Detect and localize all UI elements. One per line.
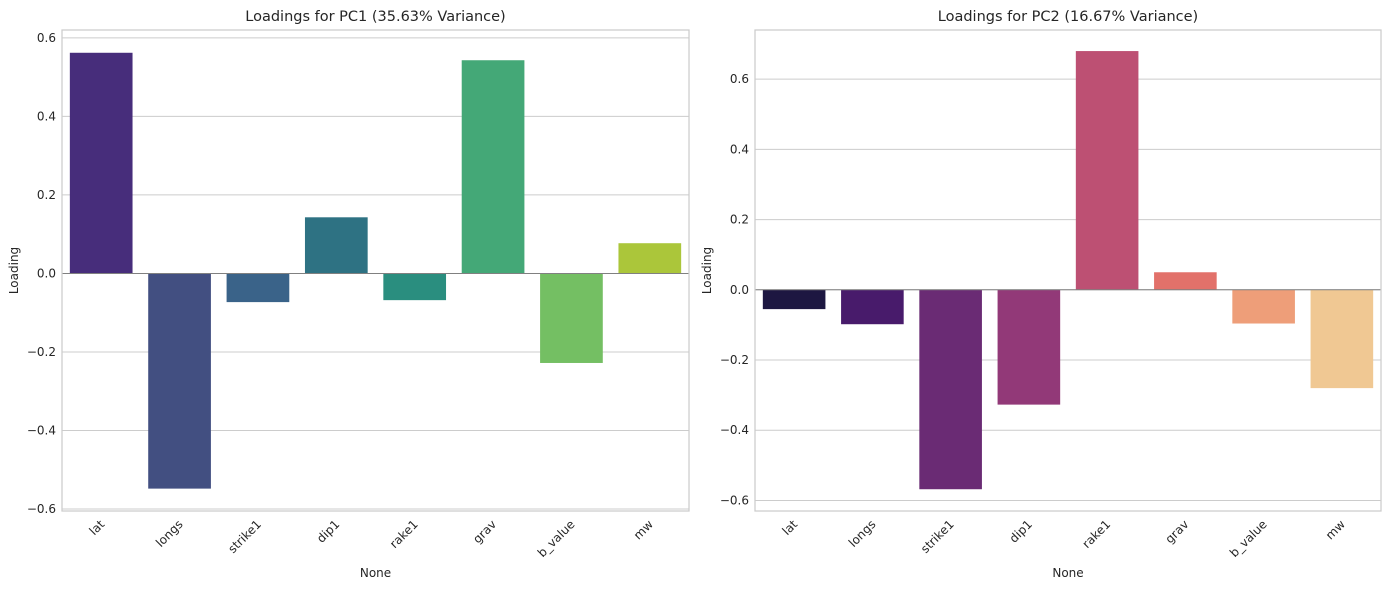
bar-lat: [762, 289, 826, 310]
y-tick-label: −0.6: [27, 502, 56, 516]
y-tick-label: 0.4: [730, 142, 749, 156]
bar-strike1: [226, 273, 290, 303]
pc1-loadings-chart: −0.6 −0.4 −0.2 0.0 0.2 0.4 0.6 lat longs strike1 d…: [7, 9, 690, 580]
x-tick-label: mw: [631, 517, 656, 542]
x-tick-label: grav: [470, 517, 499, 546]
axes-frame: [754, 29, 1382, 512]
bar-rake1: [1075, 51, 1139, 290]
y-tick-label: −0.2: [720, 353, 749, 367]
chart-title: Loadings for PC2 (16.67% Variance): [938, 9, 1198, 25]
bar-lat: [69, 52, 133, 274]
bar-grav: [461, 60, 525, 274]
bar-b_value: [1232, 289, 1295, 324]
y-tick-label: −0.4: [27, 424, 56, 438]
x-axis-label: None: [1052, 566, 1083, 580]
x-tick-label: b_value: [1227, 517, 1270, 560]
bar-b_value: [540, 273, 603, 363]
y-axis-label: Loading: [7, 247, 21, 294]
y-tick-label: 0.0: [37, 266, 56, 280]
x-tick-label: lat: [87, 517, 108, 538]
y-tick-label: 0.6: [730, 72, 749, 86]
x-tick-label: mw: [1323, 517, 1348, 542]
x-tick-label: longs: [846, 517, 879, 550]
bar-dip1: [304, 217, 368, 274]
y-tick-label: 0.2: [37, 188, 56, 202]
x-tick-label: rake1: [1079, 517, 1113, 551]
x-tick-label: rake1: [387, 517, 421, 551]
x-tick-label: grav: [1162, 517, 1191, 546]
x-tick-label: b_value: [535, 517, 578, 560]
x-tick-label: strike1: [225, 517, 264, 556]
bar-mw: [618, 243, 682, 274]
y-tick-label: 0.2: [730, 213, 749, 227]
x-tick-label: lat: [779, 517, 800, 538]
x-tick-label: strike1: [918, 517, 957, 556]
y-tick-label: −0.2: [27, 345, 56, 359]
x-tick-label: longs: [153, 517, 186, 550]
axes-frame: [61, 29, 690, 512]
y-tick-label: −0.6: [720, 493, 749, 507]
y-tick-label: −0.4: [720, 423, 749, 437]
y-axis-label: Loading: [700, 247, 714, 294]
bar-longs: [841, 289, 904, 325]
bar-grav: [1154, 272, 1217, 290]
bar-strike1: [919, 289, 982, 490]
bar-dip1: [997, 289, 1061, 405]
pc2-loadings-chart: −0.6 −0.4 −0.2 0.0 0.2 0.4 0.6 lat longs strike1 d…: [700, 9, 1382, 580]
x-tick-label: dip1: [314, 517, 342, 545]
y-tick-label: 0.6: [37, 31, 56, 45]
x-tick-label: dip1: [1007, 517, 1035, 545]
bar-rake1: [383, 273, 447, 301]
y-tick-label: 0.0: [730, 283, 749, 297]
bar-mw: [1310, 289, 1374, 389]
chart-title: Loadings for PC1 (35.63% Variance): [245, 9, 505, 25]
x-axis-label: None: [360, 566, 391, 580]
y-tick-label: 0.4: [37, 109, 56, 123]
bar-longs: [148, 273, 211, 489]
